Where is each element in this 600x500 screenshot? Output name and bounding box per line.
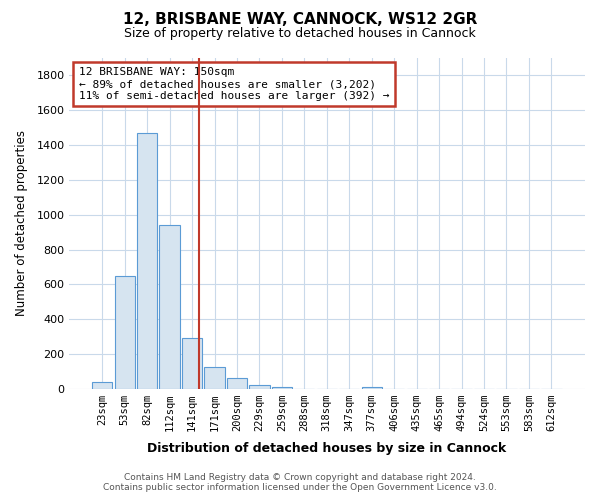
Bar: [115, 276, 135, 389]
X-axis label: Distribution of detached houses by size in Cannock: Distribution of detached houses by size …: [147, 442, 506, 455]
Text: 12, BRISBANE WAY, CANNOCK, WS12 2GR: 12, BRISBANE WAY, CANNOCK, WS12 2GR: [123, 12, 477, 28]
Bar: [362, 388, 382, 389]
Bar: [160, 225, 179, 389]
Bar: [227, 378, 247, 389]
Bar: [250, 386, 269, 389]
Bar: [92, 382, 112, 389]
Bar: [294, 388, 314, 389]
Bar: [339, 388, 359, 389]
Bar: [182, 338, 202, 389]
Bar: [317, 388, 337, 389]
Bar: [137, 132, 157, 389]
Text: Contains HM Land Registry data © Crown copyright and database right 2024.
Contai: Contains HM Land Registry data © Crown c…: [103, 473, 497, 492]
Text: Size of property relative to detached houses in Cannock: Size of property relative to detached ho…: [124, 28, 476, 40]
Bar: [205, 366, 224, 389]
Bar: [272, 388, 292, 389]
Y-axis label: Number of detached properties: Number of detached properties: [15, 130, 28, 316]
Text: 12 BRISBANE WAY: 150sqm
← 89% of detached houses are smaller (3,202)
11% of semi: 12 BRISBANE WAY: 150sqm ← 89% of detache…: [79, 68, 389, 100]
